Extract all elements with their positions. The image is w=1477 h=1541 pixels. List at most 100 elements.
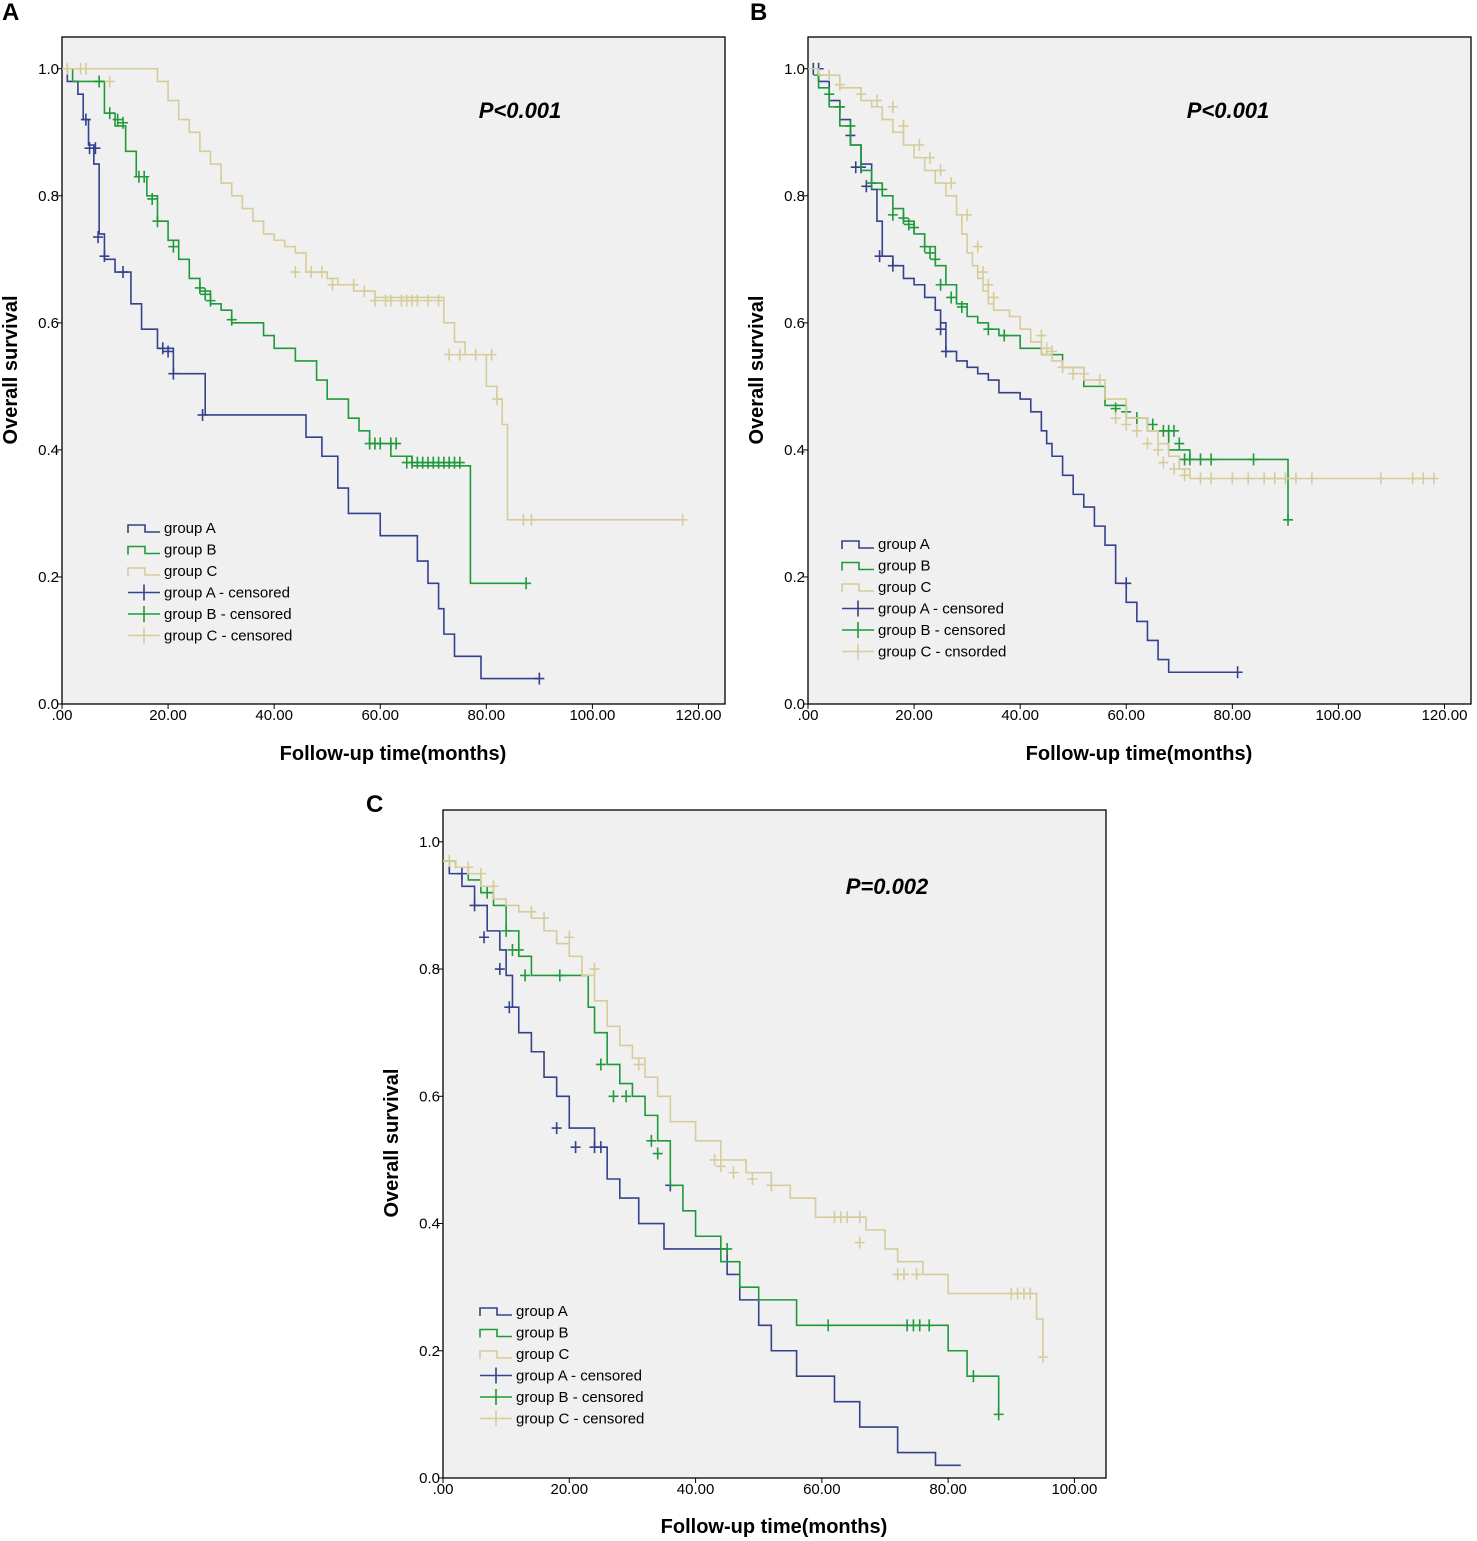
censor-mark-group-c (1158, 456, 1169, 469)
legend-swatch-line (841, 540, 874, 549)
survival-curve-group-c (808, 67, 1434, 480)
censor-mark-group-c (1227, 472, 1238, 485)
legend-label: group B - censored (164, 606, 292, 623)
plot-area (442, 809, 1107, 1479)
y-tick-label: 1.0 (38, 61, 59, 78)
censor-mark-group-c (747, 1172, 758, 1185)
censor-mark-group-a (479, 931, 490, 944)
censor-mark-group-c (1290, 472, 1301, 485)
censor-mark-group-c (1280, 472, 1291, 485)
censor-mark-group-b (147, 192, 158, 205)
censor-mark-group-c (290, 266, 301, 279)
censor-mark-group-c (898, 119, 909, 132)
censor-mark-group-a (469, 899, 480, 912)
censor-mark-group-b (924, 1319, 935, 1332)
y-tick-label: 1.0 (784, 61, 805, 78)
legend-label: group A (516, 1303, 568, 1320)
censor-mark-group-b (646, 1134, 657, 1147)
censor-mark-group-a (874, 250, 885, 263)
censor-mark-group-c (1046, 345, 1057, 358)
censor-mark-group-c (709, 1153, 720, 1166)
censor-mark-group-c (824, 69, 835, 82)
censor-mark-group-a (935, 323, 946, 336)
x-tick-label: .00 (52, 707, 73, 724)
x-axis-title: Follow-up time(months) (661, 1516, 888, 1538)
legend-label: group B - censored (878, 622, 1006, 639)
censor-mark-group-b (454, 456, 465, 469)
censor-mark-group-b (94, 75, 105, 88)
y-tick-label: 0.2 (784, 569, 805, 586)
plot-area (807, 36, 1472, 705)
censor-mark-group-c (1078, 367, 1089, 380)
x-tick-label: 80.00 (1214, 707, 1252, 724)
censor-mark-group-b (956, 300, 967, 313)
censor-mark-group-c (306, 266, 317, 279)
y-tick-label: 0.8 (419, 961, 440, 978)
censor-mark-group-a (99, 250, 110, 263)
censor-mark-group-c (978, 266, 989, 279)
chart-panel-b: B .00 20.00 40.00 60.00 80.00 100.00 120.00 0.0 0… (746, 0, 1472, 765)
legend: group A group B group C group A - censored g… (479, 1303, 644, 1428)
censor-mark-group-c (1168, 462, 1179, 475)
y-tick-label: 0.6 (38, 315, 59, 332)
censor-mark-group-b (501, 924, 512, 937)
censor-mark-group-a (1232, 666, 1243, 679)
legend-swatch-censor (128, 584, 160, 601)
censor-mark-group-c (104, 75, 115, 88)
legend: group A group B group C group A - censored g… (127, 520, 292, 645)
y-tick-label: 0.8 (38, 188, 59, 205)
censor-mark-group-b (1283, 513, 1294, 526)
censor-mark-group-c (1131, 424, 1142, 437)
y-tick-label: 0.0 (38, 696, 59, 713)
censor-mark-group-a (90, 142, 101, 155)
censor-mark-group-c (983, 278, 994, 291)
survival-curve-group-a (808, 67, 1238, 674)
censor-mark-group-c (1142, 437, 1153, 450)
x-tick-label: 20.00 (551, 1481, 589, 1498)
y-tick-label: 0.2 (38, 569, 59, 586)
censor-mark-group-c (463, 861, 474, 874)
legend-swatch-censor (480, 1367, 512, 1384)
censor-mark-group-a (504, 1001, 515, 1014)
legend-label: group B (164, 542, 217, 559)
censor-mark-group-c (1306, 472, 1317, 485)
legend-swatch-censor (842, 622, 874, 638)
legend-swatch-line (127, 545, 160, 555)
survival-curve-group-b (443, 860, 1000, 1415)
panel-letter: B (750, 0, 767, 26)
censor-mark-group-b (168, 240, 179, 253)
legend-label: group B - censored (516, 1389, 644, 1406)
censor-mark-group-b (903, 218, 914, 231)
x-tick-label: 100.00 (569, 707, 615, 724)
censor-mark-group-b (1195, 453, 1206, 466)
censor-mark-group-b (1147, 418, 1158, 431)
censor-mark-group-c (1036, 329, 1047, 342)
censor-mark-group-b (834, 100, 845, 113)
censor-mark-group-c (316, 266, 327, 279)
x-tick-label: 60.00 (361, 707, 399, 724)
censor-mark-group-c (1418, 472, 1429, 485)
x-tick-label: 20.00 (895, 707, 933, 724)
x-tick-label: 60.00 (803, 1481, 841, 1498)
censor-mark-group-b (1206, 453, 1217, 466)
legend-label: group A - censored (878, 601, 1004, 618)
legend-label: group A - censored (516, 1368, 642, 1385)
legend-label: group B (516, 1325, 569, 1342)
legend-swatch-line (479, 1350, 512, 1359)
x-tick-label: 20.00 (149, 707, 187, 724)
legend-swatch-line (127, 567, 160, 576)
censor-mark-group-a (551, 1122, 562, 1135)
censor-mark-group-b (652, 1147, 663, 1160)
censor-mark-group-c (935, 164, 946, 177)
censor-mark-group-c (62, 62, 73, 75)
censor-mark-group-c (1153, 443, 1164, 456)
legend-label: group B (878, 558, 931, 575)
x-tick-label: 120.00 (1422, 707, 1468, 724)
censor-mark-group-c (633, 1058, 644, 1071)
x-tick-label: 40.00 (677, 1481, 715, 1498)
censor-mark-group-b (139, 170, 150, 183)
x-tick-label: 100.00 (1315, 707, 1361, 724)
legend-label: group C - cnsorded (878, 644, 1006, 661)
censor-mark-group-b (999, 329, 1010, 342)
y-tick-label: 0.4 (784, 442, 805, 459)
